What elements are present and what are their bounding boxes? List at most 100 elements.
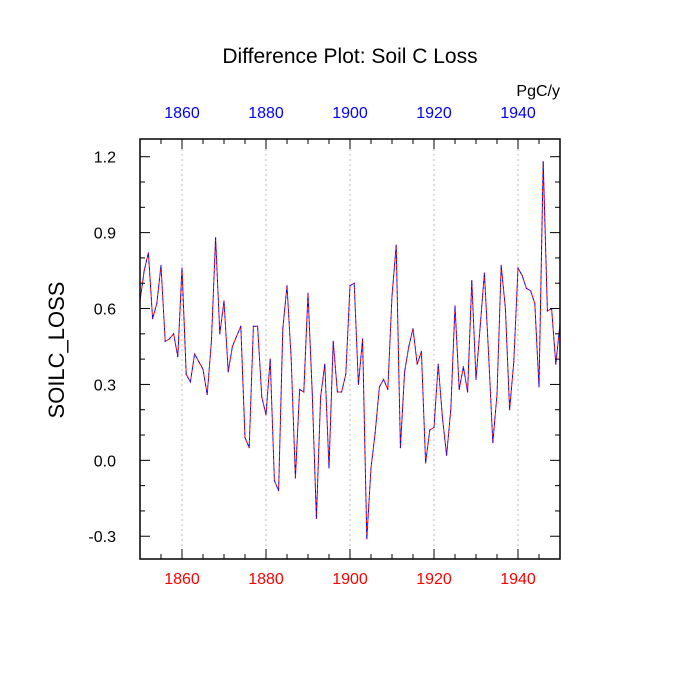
data-point [227, 371, 229, 373]
data-point [353, 282, 355, 284]
data-point [248, 447, 250, 449]
data-point [383, 378, 385, 380]
data-point [450, 409, 452, 411]
data-point [349, 285, 351, 287]
data-point [534, 302, 536, 305]
data-point [412, 328, 414, 330]
data-point [332, 340, 334, 343]
series-layer [139, 161, 561, 540]
data-point [189, 381, 191, 383]
data-point [416, 363, 418, 365]
data-point [555, 363, 557, 365]
x-tick-label-bottom: 1940 [500, 571, 536, 588]
data-point [261, 396, 263, 398]
data-point [366, 538, 368, 540]
data-point [525, 287, 528, 289]
x-tick-label-bottom: 1900 [332, 571, 368, 588]
data-point [441, 416, 443, 418]
data-point [244, 436, 246, 439]
axis-ticks [139, 139, 561, 559]
data-point [299, 388, 301, 391]
data-point [483, 272, 485, 274]
data-point [240, 325, 242, 327]
data-point [500, 264, 502, 267]
data-point [315, 517, 317, 520]
x-tick-label-bottom: 1860 [164, 571, 200, 588]
data-point [257, 325, 259, 327]
data-point [378, 386, 380, 388]
data-point [286, 285, 288, 287]
data-point [173, 333, 175, 335]
data-point [387, 388, 389, 391]
data-point [143, 269, 145, 272]
data-point [420, 350, 422, 353]
data-point [433, 426, 435, 429]
data-point [362, 338, 364, 340]
data-point [454, 305, 456, 307]
y-tick-label: 0.9 [94, 226, 116, 243]
y-tick-label: 0.0 [94, 453, 116, 470]
data-point [290, 358, 292, 360]
data-point [425, 462, 427, 464]
data-point [475, 378, 477, 380]
data-point [198, 361, 200, 363]
data-point [223, 300, 225, 302]
data-point [399, 447, 401, 449]
data-point [404, 371, 406, 373]
y-tick-label: -0.3 [88, 529, 116, 546]
data-point [269, 358, 271, 360]
data-point [152, 318, 154, 320]
data-point [231, 345, 233, 348]
data-point [185, 373, 187, 375]
data-point [538, 386, 540, 388]
data-point [341, 391, 343, 393]
y-axis-label: SOILC_LOSS [44, 282, 69, 419]
data-point [236, 335, 238, 337]
data-point [307, 292, 309, 294]
data-point [181, 267, 183, 269]
data-point [437, 363, 439, 365]
x-tick-label-top: 1860 [164, 105, 200, 122]
y-tick-label: 0.6 [94, 302, 116, 319]
data-point [202, 368, 204, 370]
data-point [357, 383, 359, 386]
x-tick-label-top: 1940 [500, 105, 536, 122]
data-point [513, 361, 515, 363]
data-point [177, 355, 179, 358]
data-point [219, 333, 221, 335]
data-point [517, 267, 519, 269]
data-point [278, 490, 280, 492]
data-point [210, 340, 212, 343]
data-point [492, 442, 494, 444]
data-point [488, 353, 490, 355]
data-point [462, 366, 464, 368]
data-point [336, 391, 338, 393]
data-point [374, 431, 376, 434]
x-tick-label-bottom: 1920 [416, 571, 452, 588]
data-point [303, 391, 305, 393]
data-point [521, 275, 523, 277]
axis-tick-labels: 1860 1860 1880 1880 1900 1900 1920 1920 1940 1940… [88, 105, 535, 588]
grid-lines [181, 139, 519, 559]
x-tick-label-bottom: 1880 [248, 571, 284, 588]
series-line-blue [139, 161, 561, 539]
data-point [168, 338, 170, 340]
y-tick-label: 0.3 [94, 377, 116, 394]
data-point [370, 467, 372, 469]
y-tick-label: 1.2 [94, 150, 116, 167]
x-tick-label-top: 1920 [416, 105, 452, 122]
data-point [294, 477, 296, 479]
data-point [542, 161, 544, 163]
data-point [328, 467, 330, 469]
x-tick-label-top: 1900 [332, 105, 368, 122]
data-point [546, 310, 549, 312]
data-point [311, 391, 313, 393]
data-point [509, 409, 511, 411]
data-point [504, 307, 506, 310]
data-point [467, 391, 469, 393]
data-point [265, 414, 267, 416]
data-point [408, 345, 410, 348]
data-point [164, 340, 166, 343]
data-point [252, 325, 254, 327]
